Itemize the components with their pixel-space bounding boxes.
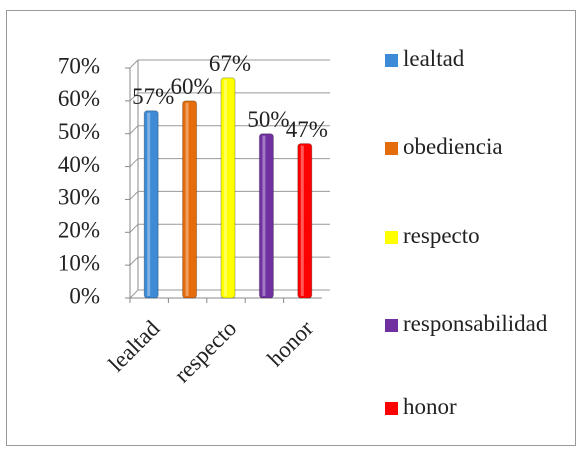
- legend-label: respecto: [403, 223, 480, 248]
- legend-item: respecto: [385, 222, 565, 249]
- x-tick-label: respecto: [169, 316, 241, 388]
- legend-label: obediencia: [403, 134, 503, 159]
- x-tick-label: honor: [262, 315, 318, 371]
- legend-swatch: [385, 142, 398, 155]
- legend-label: responsabilidad: [403, 311, 548, 336]
- bar-shine: [262, 135, 266, 296]
- bar-shine: [224, 79, 227, 296]
- y-tick-label: 20%: [58, 218, 100, 243]
- legend-swatch: [385, 319, 398, 332]
- grid-line: [129, 125, 330, 135]
- legend-item: honor: [385, 393, 565, 420]
- legend-label: honor: [403, 394, 457, 419]
- legend-item: obediencia: [385, 133, 565, 160]
- y-tick-label: 40%: [58, 152, 100, 177]
- y-tick-label: 50%: [58, 119, 100, 144]
- y-tick-label: 10%: [58, 250, 100, 275]
- bar: [258, 133, 274, 299]
- bar: [143, 110, 159, 299]
- bar-shine: [300, 145, 304, 296]
- y-tick-label: 60%: [58, 86, 100, 111]
- data-label: 50%: [247, 107, 289, 132]
- x-tick-label: lealtad: [103, 315, 164, 376]
- bar: [220, 77, 236, 299]
- legend-item: lealtad: [385, 45, 565, 72]
- legend-swatch: [385, 231, 398, 244]
- grid-line: [129, 92, 330, 102]
- bar: [297, 143, 313, 299]
- legend-swatch: [385, 402, 398, 415]
- data-label: 47%: [286, 117, 328, 142]
- bar-shine: [185, 102, 189, 296]
- grid-line: [129, 59, 330, 69]
- legend-label: lealtad: [403, 46, 465, 71]
- y-tick-label: 0%: [69, 283, 100, 308]
- data-label: 57%: [132, 84, 174, 109]
- chart-frame: [6, 10, 576, 446]
- legend-swatch: [385, 54, 398, 67]
- data-label: 60%: [171, 74, 213, 99]
- y-tick-label: 70%: [58, 53, 100, 78]
- legend-item: responsabilidad: [385, 310, 565, 337]
- bar: [182, 100, 198, 299]
- y-tick-label: 30%: [58, 185, 100, 210]
- data-label: 67%: [209, 51, 251, 76]
- bar-shine: [147, 112, 151, 296]
